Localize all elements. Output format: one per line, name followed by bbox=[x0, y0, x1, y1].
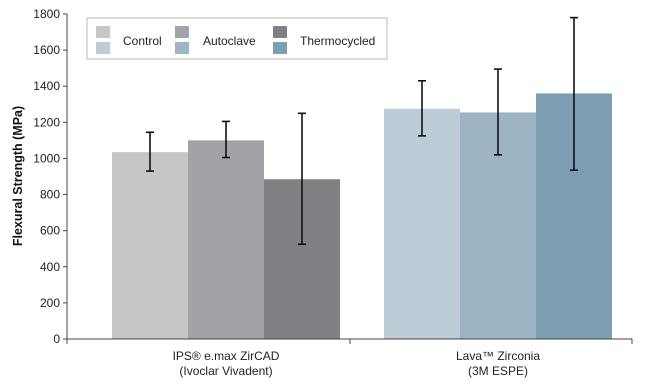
y-tick-label-0: 0 bbox=[53, 332, 60, 346]
y-tick-label-1200: 1200 bbox=[33, 115, 60, 129]
error-bar-1-0 bbox=[418, 80, 426, 137]
y-tick-label-200: 200 bbox=[40, 296, 60, 310]
legend-label-0: Control bbox=[123, 34, 162, 48]
category-label-1-line-1: (3M ESPE) bbox=[468, 364, 528, 378]
bar-0-0 bbox=[112, 152, 188, 339]
category-label-1-line-0: Lava™ Zirconia bbox=[456, 349, 540, 363]
legend-swatch-2-gray bbox=[273, 26, 287, 38]
bar-1-0 bbox=[384, 108, 460, 340]
category-label-0-line-0: IPS® e.max ZirCAD bbox=[173, 349, 280, 363]
error-bars-layer bbox=[146, 16, 578, 246]
legend-swatch-0-gray bbox=[96, 26, 110, 38]
error-bar-1-2 bbox=[570, 16, 578, 171]
y-axis-label: Flexural Strength (MPa) bbox=[11, 106, 25, 246]
error-bar-0-2 bbox=[298, 112, 306, 246]
legend-swatch-1-blue bbox=[175, 42, 189, 54]
legend-box bbox=[86, 17, 388, 60]
error-bar-0-0 bbox=[146, 131, 154, 172]
error-bar-1-1 bbox=[494, 68, 502, 156]
error-bar-0-1 bbox=[222, 120, 230, 159]
category-label-0-line-1: (Ivoclar Vivadent) bbox=[179, 364, 272, 378]
y-tick-label-1000: 1000 bbox=[33, 151, 60, 165]
legend: Control Autoclave Thermocycled bbox=[86, 17, 388, 60]
axes-layer: IPS® e.max ZirCAD(Ivoclar Vivadent) Lava™… bbox=[33, 7, 633, 378]
y-tick-label-400: 400 bbox=[40, 260, 60, 274]
legend-label-2: Thermocycled bbox=[300, 34, 375, 48]
bar-0-1 bbox=[188, 140, 264, 339]
bars-layer bbox=[112, 93, 612, 340]
y-tick-label-1400: 1400 bbox=[33, 79, 60, 93]
y-tick-label-1600: 1600 bbox=[33, 43, 60, 57]
legend-swatch-0-blue bbox=[96, 42, 110, 54]
legend-swatch-1-gray bbox=[175, 26, 189, 38]
y-tick-label-600: 600 bbox=[40, 224, 60, 238]
y-tick-label-1800: 1800 bbox=[33, 7, 60, 21]
legend-swatch-2-blue bbox=[273, 42, 287, 54]
y-tick-label-800: 800 bbox=[40, 188, 60, 202]
legend-label-1: Autoclave bbox=[203, 34, 256, 48]
